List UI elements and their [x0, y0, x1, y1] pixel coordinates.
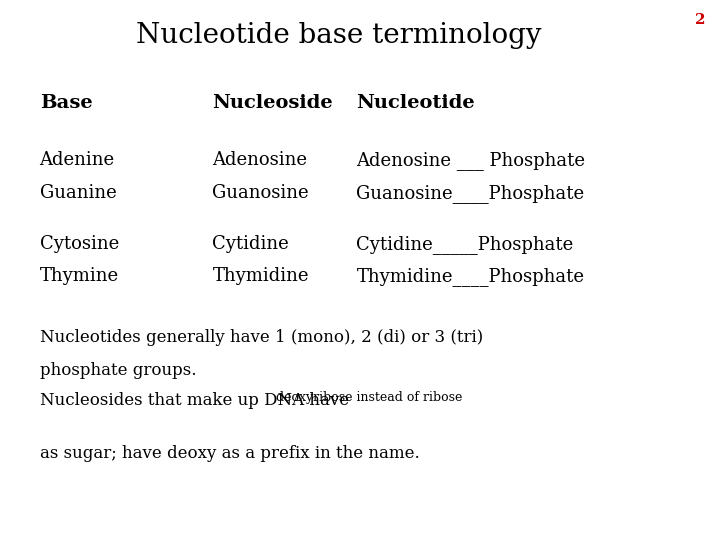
Text: 2: 2: [695, 14, 706, 28]
Text: Nucleotides generally have 1 (mono), 2 (di) or 3 (tri): Nucleotides generally have 1 (mono), 2 (…: [40, 329, 483, 346]
Text: Thymidine: Thymidine: [212, 267, 309, 285]
Text: Cytidine: Cytidine: [212, 235, 289, 253]
Text: Thymine: Thymine: [40, 267, 119, 285]
Text: Guanosine____Phosphate: Guanosine____Phosphate: [356, 184, 585, 202]
Text: as sugar; have deoxy as a prefix in the name.: as sugar; have deoxy as a prefix in the …: [40, 446, 419, 462]
Text: Adenine: Adenine: [40, 151, 114, 169]
Text: Adenosine: Adenosine: [212, 151, 307, 169]
Text: Guanine: Guanine: [40, 184, 117, 201]
Text: Adenosine ___ Phosphate: Adenosine ___ Phosphate: [356, 151, 585, 170]
Text: Guanosine: Guanosine: [212, 184, 309, 201]
Text: Cytosine: Cytosine: [40, 235, 119, 253]
Text: Nucleotide base terminology: Nucleotide base terminology: [135, 22, 541, 49]
Text: Base: Base: [40, 94, 92, 112]
Text: Nucleoside: Nucleoside: [212, 94, 333, 112]
Text: Nucleotide: Nucleotide: [356, 94, 475, 112]
Text: Nucleosides that make up DNA have: Nucleosides that make up DNA have: [40, 392, 354, 409]
Text: deoxyribose instead of ribose: deoxyribose instead of ribose: [276, 390, 462, 404]
Text: phosphate groups.: phosphate groups.: [40, 362, 196, 379]
Text: Cytidine_____Phosphate: Cytidine_____Phosphate: [356, 235, 574, 254]
Text: Thymidine____Phosphate: Thymidine____Phosphate: [356, 267, 585, 286]
